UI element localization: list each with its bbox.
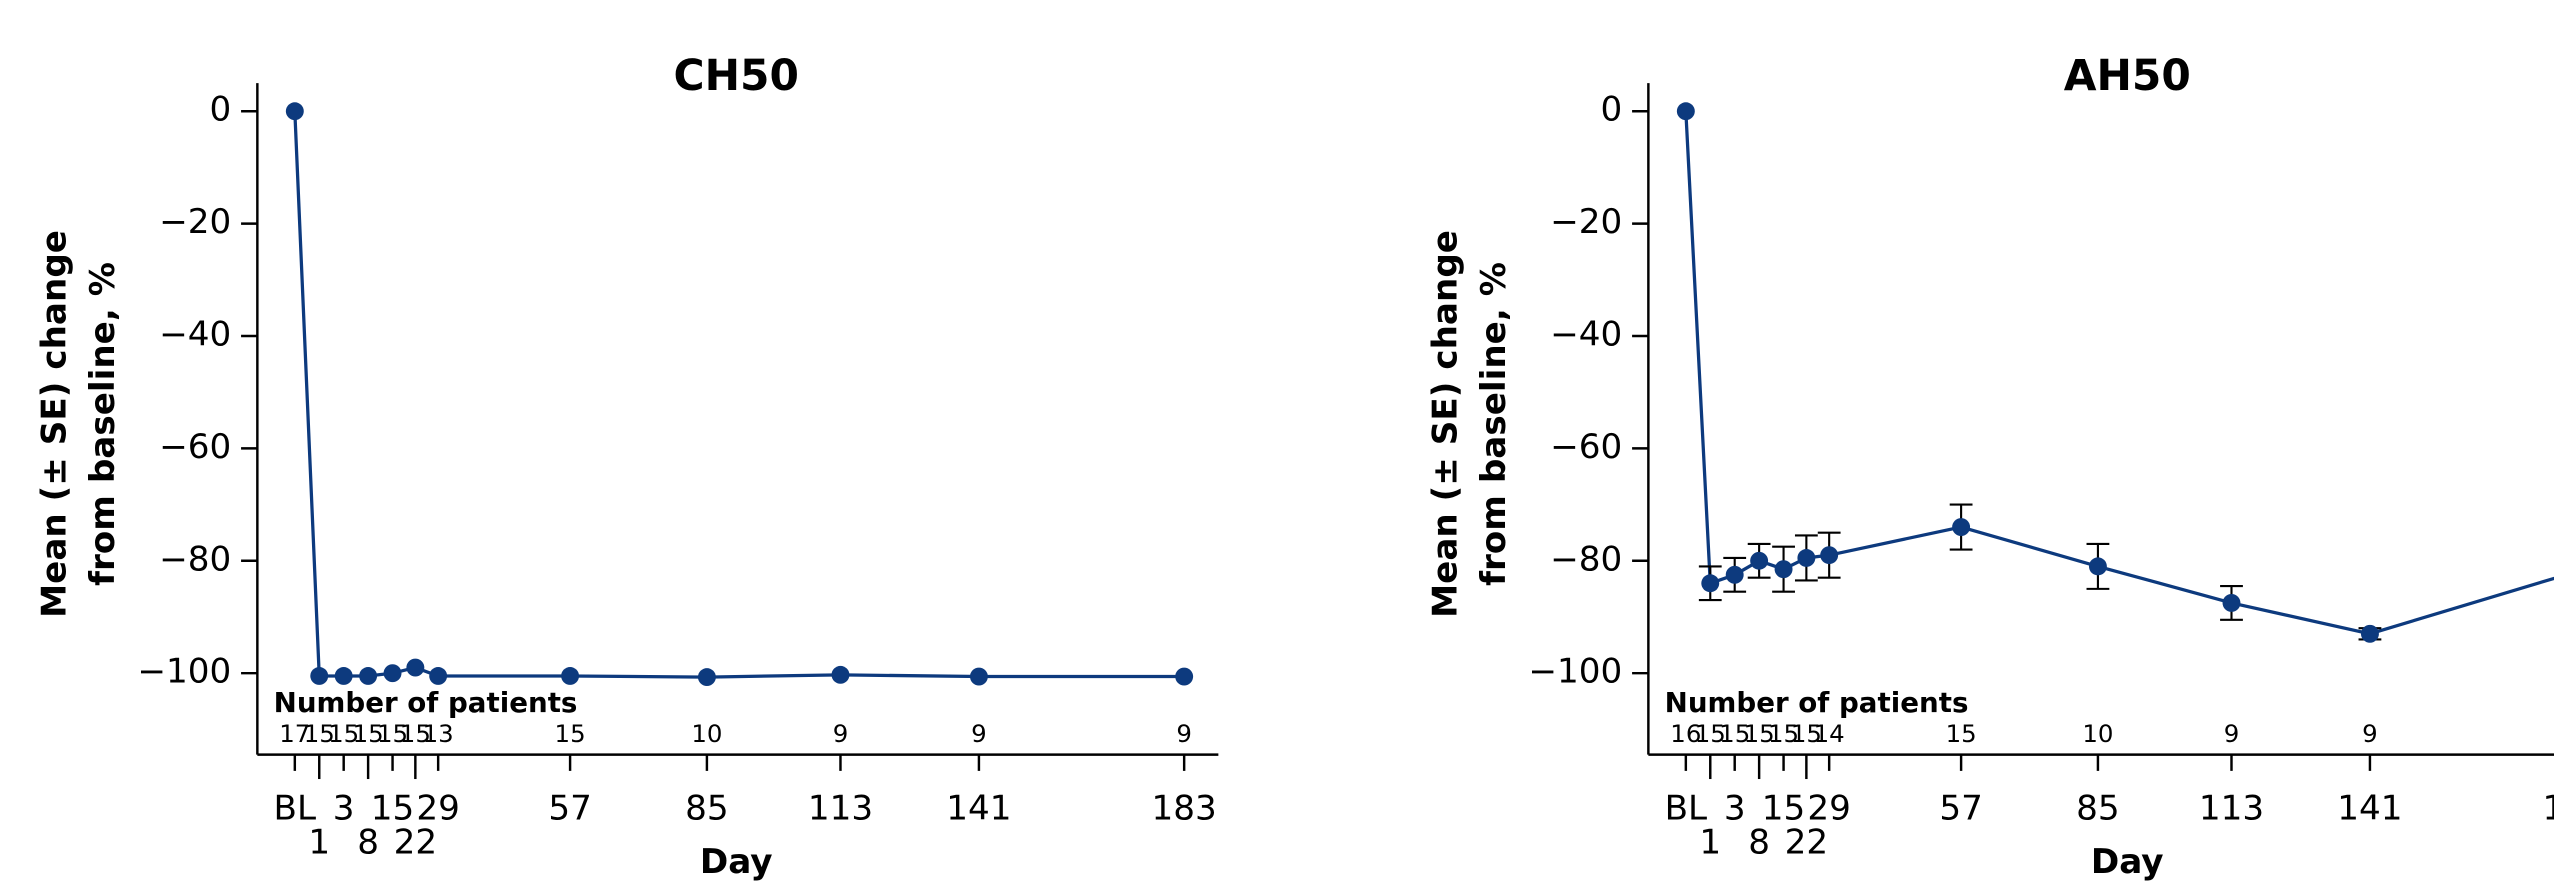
data-point [1952,518,1971,537]
data-point [1676,102,1695,121]
x-tick-label: 57 [548,788,592,828]
x-tick-label: 141 [946,788,1011,828]
y-axis-label: Mean (± SE) change from baseline, % [1425,230,1514,618]
x-tick-label: BL [274,788,317,828]
patients-label: Number of patients [1665,686,1969,719]
series-line [293,111,1185,679]
y-axis-label-line: from baseline, % [1474,262,1514,586]
y-axis-label-line: from baseline, % [83,262,123,586]
data-point [1175,667,1194,686]
y-tick-label: −80 [159,539,231,579]
y-tick-label: −60 [1550,427,1622,467]
x-tick-label: 141 [2337,788,2402,828]
x-tick-label: 1 [308,823,330,863]
x-tick-label: 8 [357,823,379,863]
patient-count: 14 [1814,719,1845,748]
patient-count: 15 [304,719,335,748]
data-point [831,665,850,684]
x-axis-label: Day [700,842,773,882]
x-tick-label: 29 [1807,788,1851,828]
patient-count: 9 [2224,719,2240,748]
patient-count: 15 [328,719,359,748]
x-tick-label: 183 [1152,788,1217,828]
data-point [1725,565,1744,584]
x-tick-label: 22 [1785,823,1829,863]
x-axis-label: Day [2091,842,2164,882]
x-tick-label: 57 [1939,788,1983,828]
data-point [285,102,304,121]
y-tick-label: 0 [210,90,232,130]
y-tick-label: −60 [159,427,231,467]
x-tick-label: 113 [808,788,873,828]
x-tick-label: 3 [1724,788,1746,828]
patient-count: 15 [1695,719,1726,748]
data-point [359,667,378,685]
data-point [1820,546,1839,565]
x-tick-label: 8 [1748,823,1770,863]
y-tick-label: −40 [159,314,231,354]
y-tick-label: −20 [159,202,231,242]
patient-count: 15 [400,719,431,748]
patient-count: 10 [2082,719,2113,748]
patient-count: 10 [691,719,722,748]
data-point [406,658,425,677]
y-axis-label-line: Mean (± SE) change [1425,230,1465,618]
y-tick-label: −40 [1550,314,1622,354]
data-point [429,667,448,685]
patient-count: 15 [1768,719,1799,748]
patient-count: 13 [423,719,454,748]
patient-count: 17 [279,719,310,748]
patient-count: 9 [833,719,849,748]
patient-count: 15 [353,719,384,748]
patient-count: 15 [1791,719,1822,748]
x-tick-label: 113 [2199,788,2264,828]
data-point [2088,557,2107,576]
data-point [969,667,988,686]
x-tick-label: 3 [333,788,355,828]
y-tick-label: −100 [137,652,231,692]
x-tick-label: 183 [2543,788,2554,828]
x-tick-label: 1 [1699,823,1721,863]
data-point [2360,624,2379,643]
patient-count: 9 [2362,719,2378,748]
data-point [334,667,353,685]
y-axis-label: Mean (± SE) change from baseline, % [34,230,123,618]
x-tick-label: 22 [394,823,438,863]
x-tick-label: 85 [685,788,729,828]
patient-count: 15 [377,719,408,748]
patient-count: 9 [971,719,987,748]
data-point [561,667,580,685]
data-point [1750,551,1769,570]
patient-count: 15 [1744,719,1775,748]
x-tick-label: BL [1665,788,1708,828]
x-tick-label: 85 [2076,788,2120,828]
data-point [1797,549,1816,567]
patient-count: 16 [1670,719,1701,748]
patients-label: Number of patients [274,686,578,719]
x-tick-label: 15 [1762,788,1806,828]
patient-count: 9 [1176,719,1192,748]
patient-count: 15 [1719,719,1750,748]
y-tick-label: −100 [1528,652,1622,692]
y-tick-label: −20 [1550,202,1622,242]
patient-count: 15 [555,719,586,748]
data-point [1701,574,1720,593]
series-line [1684,111,2554,636]
chart-title: AH50 [2064,51,2191,100]
patient-count: 15 [1946,719,1977,748]
y-tick-label: 0 [1601,90,1623,130]
data-point [383,664,402,683]
chart-title: CH50 [674,51,799,100]
y-tick-label: −80 [1550,539,1622,579]
data-point [2222,593,2241,612]
x-tick-label: 29 [416,788,460,828]
data-point [1774,560,1793,579]
y-axis-label-line: Mean (± SE) change [34,230,74,618]
data-point [310,667,329,685]
x-tick-label: 15 [371,788,415,828]
data-point [697,668,716,687]
